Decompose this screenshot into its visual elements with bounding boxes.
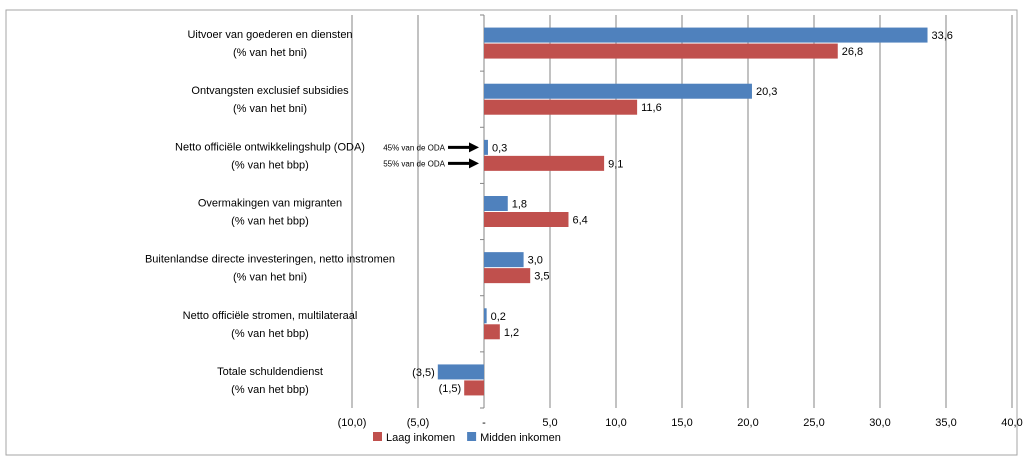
- category-label-5-line1: Netto officiële stromen, multilateraal: [183, 310, 358, 322]
- category-label-0-line1: Uitvoer van goederen en diensten: [187, 29, 352, 41]
- x-tick-label-0: (10,0): [338, 417, 367, 429]
- category-label-3-line2: (% van het bbp): [231, 216, 309, 228]
- annotation-text-0: 45% van de ODA: [383, 143, 445, 152]
- category-label-1-line2: (% van het bni): [233, 103, 307, 115]
- bar-midden-4: [484, 252, 524, 268]
- category-label-4-line2: (% van het bni): [233, 272, 307, 284]
- x-tick-label-5: 15,0: [671, 417, 692, 429]
- annotation-text-1: 55% van de ODA: [383, 159, 445, 168]
- x-tick-label-4: 10,0: [605, 417, 626, 429]
- annotation-arrow-head-1: [469, 158, 479, 169]
- chart-frame: [5, 9, 1018, 456]
- category-label-2-line2: (% van het bbp): [231, 159, 309, 171]
- x-tick-label-6: 20,0: [737, 417, 758, 429]
- category-label-1-line1: Ontvangsten exclusief subsidies: [191, 85, 349, 97]
- category-label-0-line2: (% van het bni): [233, 47, 307, 59]
- data-label-midden-4: 3,0: [528, 255, 543, 267]
- x-tick-label-10: 40,0: [1001, 417, 1022, 429]
- category-label-4-line1: Buitenlandse directe investeringen, nett…: [145, 254, 395, 266]
- bar-laag-6: [464, 380, 484, 396]
- data-label-laag-6: (1,5): [439, 383, 462, 395]
- bar-laag-1: [484, 99, 638, 115]
- legend-label-midden: Midden inkomen: [480, 432, 561, 444]
- data-label-midden-6: (3,5): [412, 367, 435, 379]
- bar-laag-3: [484, 212, 569, 227]
- data-label-laag-5: 1,2: [504, 327, 519, 339]
- bar-midden-2: [484, 139, 488, 155]
- data-label-laag-1: 11,6: [641, 102, 662, 114]
- category-label-5-line2: (% van het bbp): [231, 328, 309, 340]
- legend-swatch-midden: [467, 432, 477, 441]
- bar-midden-5: [484, 308, 487, 324]
- annotation-arrow-head-0: [469, 142, 479, 153]
- bar-midden-0: [484, 27, 928, 43]
- x-tick-label-7: 25,0: [803, 417, 824, 429]
- legend-swatch-laag: [373, 432, 382, 441]
- data-label-midden-1: 20,3: [756, 86, 777, 98]
- data-label-midden-2: 0,3: [492, 142, 507, 154]
- bar-midden-1: [484, 83, 752, 99]
- x-tick-label-2: -: [482, 417, 486, 429]
- data-label-laag-3: 6,4: [572, 215, 587, 227]
- data-label-midden-0: 33,6: [932, 30, 953, 42]
- x-tick-label-3: 5,0: [542, 417, 557, 429]
- bar-laag-4: [484, 268, 531, 284]
- x-tick-label-1: (5,0): [407, 417, 430, 429]
- bar-midden-3: [484, 196, 508, 211]
- category-label-6-line2: (% van het bbp): [231, 384, 309, 396]
- legend-label-laag: Laag inkomen: [386, 432, 455, 444]
- data-label-laag-2: 9,1: [608, 158, 623, 170]
- data-label-midden-3: 1,8: [512, 199, 527, 211]
- x-tick-label-9: 35,0: [935, 417, 956, 429]
- data-label-laag-4: 3,5: [534, 271, 549, 283]
- category-label-3-line1: Overmakingen van migranten: [198, 198, 342, 210]
- category-label-6-line1: Totale schuldendienst: [217, 366, 323, 378]
- data-label-midden-5: 0,2: [491, 311, 506, 323]
- data-label-laag-0: 26,8: [842, 46, 863, 58]
- bar-laag-2: [484, 155, 605, 171]
- x-tick-label-8: 30,0: [869, 417, 890, 429]
- bar-laag-5: [484, 324, 500, 340]
- bar-laag-0: [484, 43, 838, 59]
- category-label-2-line1: Netto officiële ontwikkelingshulp (ODA): [175, 141, 365, 153]
- bar-midden-6: [437, 364, 484, 380]
